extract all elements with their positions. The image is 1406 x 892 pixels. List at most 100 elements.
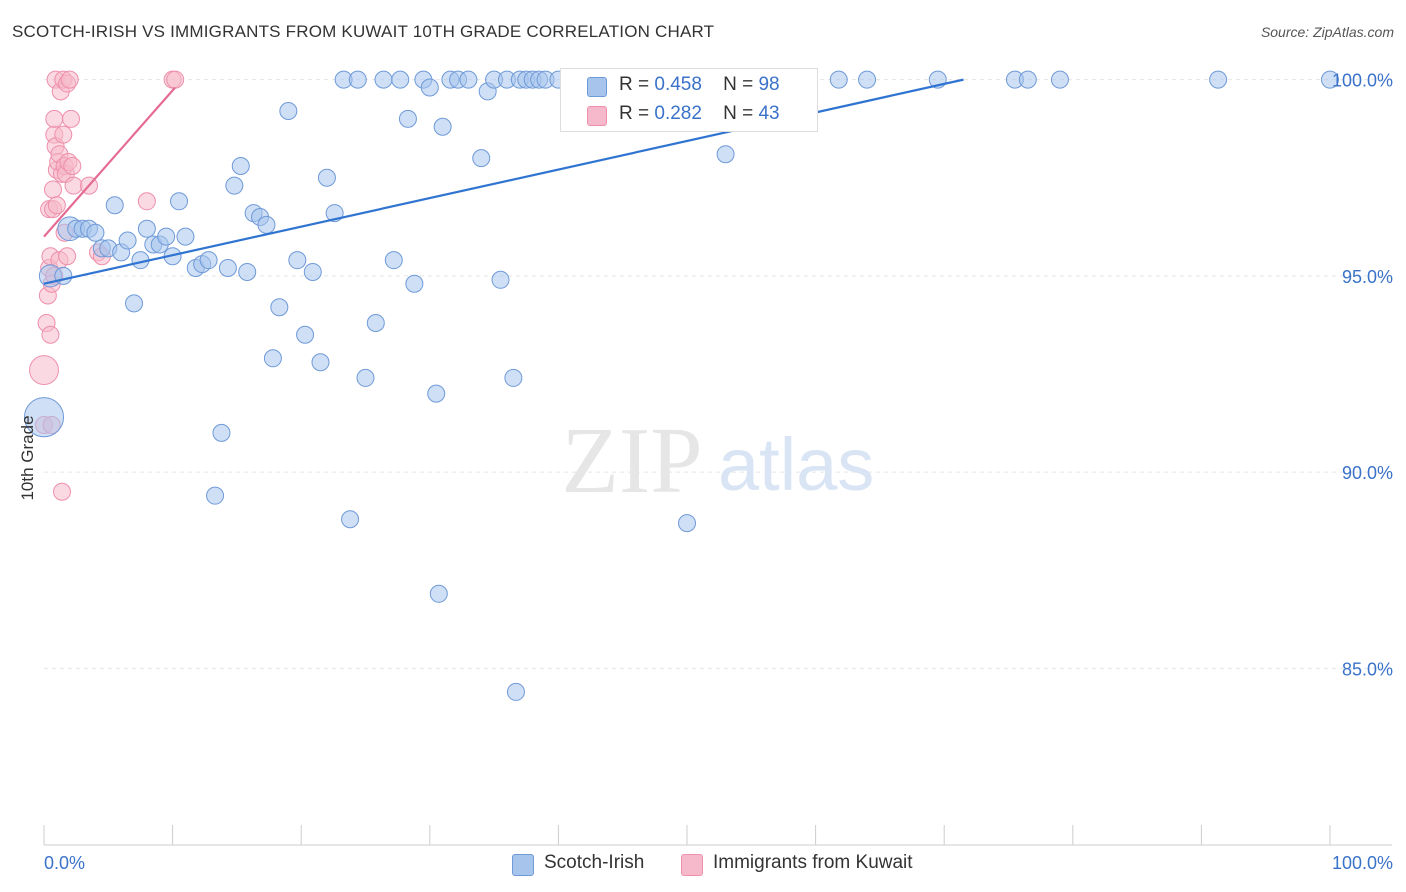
data-point-scotch-irish: [858, 70, 877, 89]
data-point-kuwait: [137, 192, 156, 211]
data-point-scotch-irish: [206, 486, 225, 505]
data-point-scotch-irish: [263, 349, 282, 368]
data-point-scotch-irish: [506, 682, 525, 701]
data-point-scotch-irish: [366, 313, 385, 332]
data-point-scotch-irish: [238, 262, 257, 281]
data-point-kuwait: [53, 482, 72, 501]
data-point-scotch-irish: [225, 176, 244, 195]
data-point-scotch-irish: [716, 145, 735, 164]
data-point-scotch-irish: [23, 397, 65, 438]
y-tick-label: 95.0%: [1342, 267, 1393, 287]
trend-lines: [43, 78, 964, 285]
data-point-scotch-irish: [829, 70, 848, 89]
data-point-scotch-irish: [427, 384, 446, 403]
data-point-scotch-irish: [105, 196, 124, 215]
kuwait-swatch: [587, 106, 607, 126]
data-point-scotch-irish: [433, 117, 452, 136]
data-point-scotch-irish: [420, 78, 439, 97]
data-point-scotch-irish: [429, 584, 448, 603]
data-point-kuwait: [45, 109, 64, 128]
data-point-scotch-irish: [1050, 70, 1069, 89]
data-point-scotch-irish: [384, 251, 403, 270]
data-point-scotch-irish: [398, 109, 417, 128]
x-tick-label: 100.0%: [1332, 853, 1393, 873]
chart-title: SCOTCH-IRISH VS IMMIGRANTS FROM KUWAIT 1…: [12, 22, 715, 41]
data-point-kuwait: [54, 125, 73, 144]
r-label: R =: [619, 103, 650, 124]
data-point-scotch-irish: [137, 219, 156, 238]
data-point-scotch-irish: [86, 223, 105, 242]
r-value: 0.458: [654, 74, 702, 95]
n-value: 98: [758, 74, 780, 95]
trend-line-scotch-irish: [43, 78, 964, 285]
grid-lines: [44, 79, 1392, 669]
n-value: 43: [758, 103, 780, 124]
data-point-scotch-irish: [125, 294, 144, 313]
data-point-scotch-irish: [1321, 70, 1339, 89]
data-point-scotch-irish: [296, 325, 315, 344]
data-point-scotch-irish: [356, 368, 375, 387]
watermark-zip: ZIP: [562, 409, 703, 513]
series-scotch-irish-points: [23, 70, 1339, 701]
data-point-scotch-irish: [491, 270, 510, 289]
data-point-scotch-irish: [341, 510, 360, 529]
data-point-scotch-irish: [118, 231, 137, 250]
data-point-scotch-irish: [288, 251, 307, 270]
data-point-scotch-irish: [270, 298, 289, 317]
y-axis-label: 10th Grade: [18, 415, 37, 500]
data-point-scotch-irish: [170, 192, 189, 211]
data-point-scotch-irish: [257, 215, 276, 234]
data-point-scotch-irish: [176, 227, 195, 246]
data-point-kuwait: [44, 180, 63, 199]
data-point-scotch-irish: [199, 251, 218, 270]
data-point-scotch-irish: [231, 156, 250, 175]
data-point-kuwait: [166, 70, 185, 89]
data-point-scotch-irish: [374, 70, 393, 89]
trend-line-kuwait: [43, 86, 176, 238]
data-point-kuwait: [41, 325, 60, 344]
scotch-irish-legend-swatch: [512, 854, 534, 876]
data-point-scotch-irish: [303, 262, 322, 281]
scotch-irish-legend-label: Scotch-Irish: [544, 852, 645, 873]
data-point-scotch-irish: [157, 227, 176, 246]
y-tick-label: 100.0%: [1332, 71, 1393, 91]
n-label: N =: [723, 103, 754, 124]
data-point-scotch-irish: [405, 274, 424, 293]
watermark-atlas: atlas: [718, 423, 874, 506]
data-point-scotch-irish: [472, 149, 491, 168]
data-point-kuwait: [64, 176, 83, 195]
data-point-scotch-irish: [212, 423, 231, 442]
data-point-kuwait: [63, 156, 82, 175]
n-label: N =: [723, 74, 754, 95]
tick-labels: 85.0% 90.0% 95.0% 100.0% 0.0% 100.0%: [44, 71, 1393, 873]
r-label: R =: [619, 74, 650, 95]
data-point-scotch-irish: [279, 102, 298, 121]
data-point-scotch-irish: [504, 368, 523, 387]
data-point-scotch-irish: [391, 70, 410, 89]
data-point-kuwait: [29, 355, 59, 386]
data-point-kuwait: [58, 247, 77, 266]
data-point-scotch-irish: [218, 259, 237, 278]
kuwait-legend-label: Immigrants from Kuwait: [713, 852, 913, 873]
data-point-scotch-irish: [311, 353, 330, 372]
stats-legend: R = 0.458 N = 98 R = 0.282 N = 43: [560, 68, 818, 132]
x-tick-label: 0.0%: [44, 853, 85, 873]
data-point-kuwait: [47, 196, 66, 215]
scotch-irish-swatch: [587, 77, 607, 97]
data-point-scotch-irish: [459, 70, 478, 89]
data-point-kuwait: [62, 109, 81, 128]
data-point-scotch-irish: [348, 70, 367, 89]
data-point-scotch-irish: [678, 514, 696, 533]
y-tick-label: 85.0%: [1342, 659, 1393, 679]
data-point-scotch-irish: [317, 168, 336, 187]
kuwait-legend-swatch: [681, 854, 703, 876]
y-tick-label: 90.0%: [1342, 463, 1393, 483]
source-credit: Source: ZipAtlas.com: [1260, 24, 1394, 40]
axes: [43, 825, 1392, 846]
r-value: 0.282: [654, 103, 702, 124]
watermark: ZIP atlas: [562, 409, 875, 513]
data-point-kuwait: [60, 70, 79, 89]
data-point-scotch-irish: [1018, 70, 1037, 89]
data-point-scotch-irish: [1209, 70, 1228, 89]
